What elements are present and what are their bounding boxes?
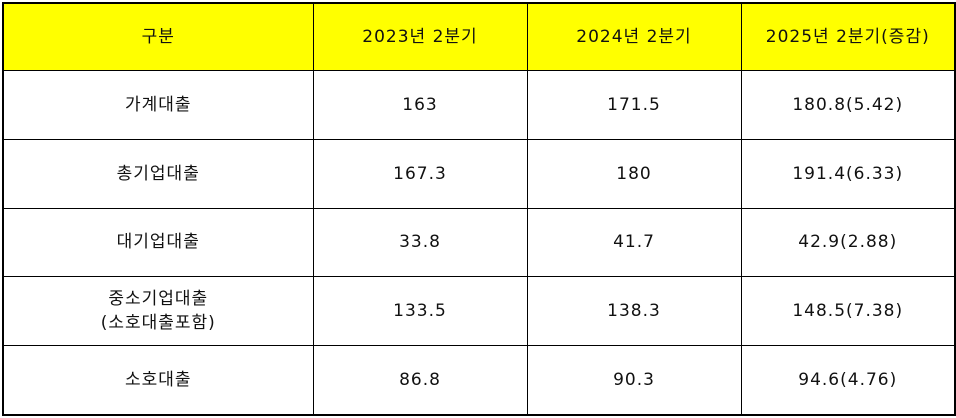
value-cell: 180	[526, 138, 742, 209]
row-label-cell: 대기업대출	[2, 207, 314, 278]
cell-line: (소호대출포함)	[100, 313, 216, 334]
header-cell: 2023년 2분기	[312, 2, 528, 71]
value-cell: 94.6(4.76)	[740, 345, 956, 416]
value-cell: 163	[312, 70, 528, 140]
header-cell: 2024년 2분기	[526, 2, 742, 71]
row-label-cell: 가계대출	[2, 70, 314, 140]
table-row: 중소기업대출 (소호대출포함) 133.5 138.3 148.5(7.38)	[2, 276, 956, 347]
cell-line: 중소기업대출	[108, 289, 209, 310]
value-cell: 138.3	[526, 276, 742, 347]
value-cell: 33.8	[312, 207, 528, 278]
value-cell: 90.3	[526, 345, 742, 416]
value-cell: 133.5	[312, 276, 528, 347]
value-cell: 41.7	[526, 207, 742, 278]
row-label-cell: 총기업대출	[2, 138, 314, 209]
table-row: 총기업대출 167.3 180 191.4(6.33)	[2, 138, 956, 209]
value-cell: 180.8(5.42)	[740, 70, 956, 140]
row-label-cell: 중소기업대출 (소호대출포함)	[2, 276, 314, 347]
table-row: 대기업대출 33.8 41.7 42.9(2.88)	[2, 207, 956, 278]
value-cell: 167.3	[312, 138, 528, 209]
header-cell: 2025년 2분기(증감)	[740, 2, 956, 71]
header-cell: 구분	[2, 2, 314, 71]
value-cell: 171.5	[526, 70, 742, 140]
table-row: 가계대출 163 171.5 180.8(5.42)	[2, 70, 956, 140]
value-cell: 148.5(7.38)	[740, 276, 956, 347]
table-row: 소호대출 86.8 90.3 94.6(4.76)	[2, 345, 956, 416]
table-body: 가계대출 163 171.5 180.8(5.42) 총기업대출 167.3 180 191.…	[2, 70, 956, 416]
value-cell: 191.4(6.33)	[740, 138, 956, 209]
row-label-cell: 소호대출	[2, 345, 314, 416]
value-cell: 86.8	[312, 345, 528, 416]
header-row: 구분 2023년 2분기 2024년 2분기 2025년 2분기(증감)	[2, 2, 956, 71]
value-cell: 42.9(2.88)	[740, 207, 956, 278]
